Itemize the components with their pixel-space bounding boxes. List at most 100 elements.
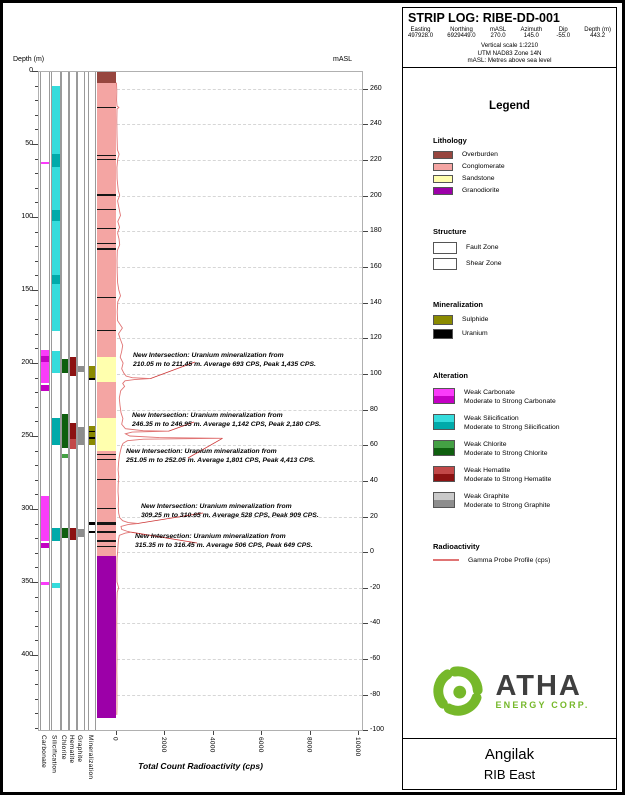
depth-minor-tick (35, 275, 38, 277)
carbonate-swatch (433, 387, 455, 404)
masl-tick-label: -100 (370, 726, 385, 734)
gamma-profile-line (116, 82, 223, 715)
legend-heading: Lithology (433, 135, 467, 145)
masl-gridline (116, 231, 362, 233)
sandstone-swatch (433, 174, 453, 183)
graphite-interval (78, 427, 84, 445)
strong-half (434, 473, 454, 481)
masl-tick (363, 231, 368, 233)
depth-minor-tick (35, 348, 38, 350)
depth-minor-tick (35, 640, 38, 642)
carbonate-interval (41, 542, 49, 549)
depth-tick-label: 350 (21, 578, 33, 585)
depth-minor-tick (35, 523, 38, 525)
masl-tick-label: 200 (370, 191, 382, 199)
annotation-line1: New Intersection: Uranium mineralization… (141, 503, 292, 510)
carbonate-interval (41, 355, 49, 362)
annotation-line1: New Intersection: Uranium mineralization… (133, 352, 284, 359)
legend-label: Weak Silicification (464, 414, 519, 422)
depth-minor-tick (35, 684, 38, 686)
depth-minor-tick (35, 333, 38, 335)
granodiorite-swatch (433, 186, 453, 195)
depth-minor-tick (35, 713, 38, 715)
annotation-line1: New Intersection: Uranium mineralization… (126, 448, 277, 455)
masl-tick-label: 160 (370, 263, 382, 271)
depth-minor-tick (35, 509, 38, 510)
masl-gridline (116, 160, 362, 162)
legend-label: Moderate to Strong Graphite (464, 501, 551, 509)
silicification-interval (51, 85, 60, 331)
depth-minor-tick (35, 304, 38, 306)
hematite-interval (70, 438, 76, 450)
depth-minor-tick (35, 187, 38, 189)
info-panel: STRIP LOG: RIBE-DD-001 Easting 497928.0 … (402, 7, 617, 790)
masl-tick-label: 260 (370, 84, 382, 92)
masl-tick (363, 516, 368, 518)
lithology-conglomerate (96, 450, 116, 556)
masl-tick (363, 195, 368, 197)
legend-item: Conglomerate (433, 162, 616, 171)
mineralization-interval-uranium (89, 377, 95, 380)
intersection-annotation: New Intersection: Uranium mineralization… (135, 533, 373, 550)
legend-label-pair: Weak Chlorite Moderate to Strong Chlorit… (464, 440, 548, 458)
depth-minor-tick (35, 290, 38, 291)
weak-half (434, 466, 454, 474)
legend-label: Conglomerate (462, 163, 505, 170)
dark-bed (96, 159, 116, 161)
project-name: Angilak (484, 746, 535, 763)
depth-minor-tick (35, 552, 38, 554)
strip-log-header: STRIP LOG: RIBE-DD-001 Easting 497928.0 … (403, 8, 616, 68)
masl-tick-label: -60 (370, 655, 381, 663)
gamma-line-swatch (433, 559, 459, 561)
dark-bed (96, 508, 116, 510)
masl-gridline (116, 730, 362, 732)
field-label: Depth (m) (584, 27, 611, 33)
dark-bed (96, 458, 116, 460)
dark-bed (96, 454, 116, 456)
depth-minor-tick (35, 728, 38, 729)
overburden-swatch (433, 150, 453, 159)
legend-item-chlorite: Weak Chlorite Moderate to Strong Chlorit… (433, 439, 616, 458)
masl-tick-label: 100 (370, 369, 382, 377)
legend-item-silicification: Weak Silicification Moderate to Strong S… (433, 413, 616, 432)
masl-gridline (116, 267, 362, 269)
column-label-silicification: Silicification (50, 735, 58, 774)
weak-half (434, 388, 454, 396)
depth-minor-tick (35, 596, 38, 598)
masl-axis-title: mASL (333, 56, 353, 63)
field-value: 145.0 (523, 33, 539, 39)
depth-minor-tick (35, 71, 38, 72)
legend-label: Moderate to Strong Hematite (464, 475, 552, 483)
legend-item: Gamma Probe Profile (cps) (433, 557, 616, 564)
depth-minor-tick (35, 217, 38, 218)
dark-bed (96, 521, 116, 526)
note-vertical-scale: Vertical scale 1:2210 (480, 42, 539, 49)
depth-tick-label: 50 (25, 140, 33, 147)
x-axis-title: Total Count Radioactivity (cps) (138, 761, 263, 771)
masl-gridline (116, 88, 362, 90)
field-label: Easting (410, 27, 431, 33)
depth-minor-tick (35, 655, 38, 656)
field-label: Northing (450, 27, 473, 33)
legend-label-pair: Weak Silicification Moderate to Strong S… (464, 414, 560, 432)
field-masl: mASL 270.0 (490, 27, 506, 39)
masl-gridline (116, 445, 362, 447)
hematite-swatch (433, 465, 455, 482)
legend-item: Fault Zone (433, 241, 616, 254)
depth-minor-tick (35, 669, 38, 671)
masl-tick (363, 552, 368, 554)
column-box-hematite (69, 71, 77, 731)
masl-gridline (116, 124, 362, 126)
field-value: 270.0 (490, 33, 506, 39)
column-box-chlorite (61, 71, 69, 731)
field-depth: Depth (m) 443.2 (584, 27, 611, 39)
gamma-tick (261, 731, 262, 735)
brand-subtitle: ENERGY CORP. (495, 699, 590, 710)
weak-half (434, 440, 454, 448)
legend-label: Moderate to Strong Carbonate (464, 397, 556, 405)
carbonate-interval (41, 349, 49, 384)
mineralization-interval-uranium (89, 522, 95, 525)
legend-heading: Structure (433, 226, 467, 236)
legend-label-pair: Weak Graphite Moderate to Strong Graphit… (464, 492, 550, 510)
masl-gridline (116, 480, 362, 482)
